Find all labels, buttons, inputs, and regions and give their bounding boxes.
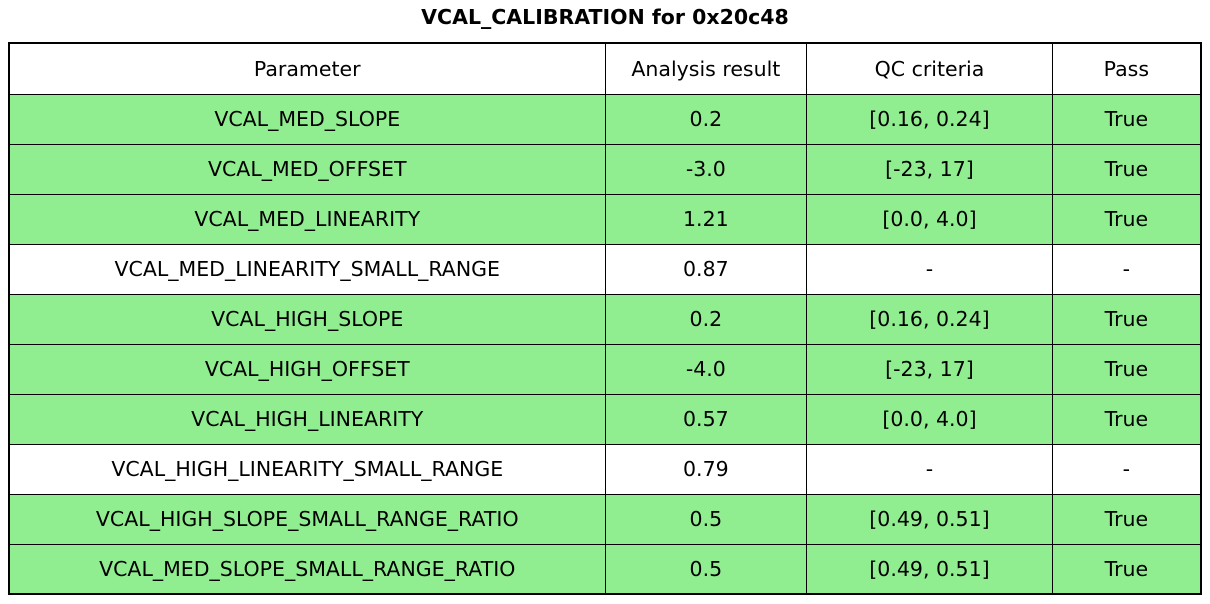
pass-cell: - (1051, 243, 1202, 295)
table-row: VCAL_HIGH_OFFSET -4.0 [-23, 17] True (8, 343, 1202, 395)
table-body: VCAL_MED_SLOPE 0.2 [0.16, 0.24] True VCAL_ME… (8, 93, 1202, 595)
qc-criteria-cell: - (806, 243, 1053, 295)
parameter-cell: VCAL_MED_SLOPE (8, 93, 606, 145)
table-row: VCAL_MED_LINEARITY_SMALL_RANGE 0.87- - (8, 243, 1202, 295)
pass-cell: True (1051, 293, 1202, 345)
pass-cell: True (1051, 393, 1202, 445)
analysis-result-cell: 0.87 (604, 243, 808, 295)
column-header-parameter: Parameter (8, 42, 606, 95)
qc-criteria-cell: [0.16, 0.24] (806, 93, 1053, 145)
column-header-qc-criteria: QC criteria (806, 42, 1053, 95)
qc-criteria-cell: [0.0, 4.0] (806, 193, 1053, 245)
qc-criteria-cell: [0.0, 4.0] (806, 393, 1053, 445)
pass-cell: True (1051, 543, 1202, 595)
parameter-cell: VCAL_MED_OFFSET (8, 143, 606, 195)
parameter-cell: VCAL_MED_SLOPE_SMALL_RANGE_RATIO (8, 543, 606, 595)
table-row: VCAL_MED_SLOPE_SMALL_RANGE_RATIO 0.5 [0.49… (8, 543, 1202, 595)
parameter-cell: VCAL_HIGH_SLOPE (8, 293, 606, 345)
table-row: VCAL_MED_LINEARITY 1.21 [0.0, 4.0] True (8, 193, 1202, 245)
analysis-result-cell: 0.79 (604, 443, 808, 495)
pass-cell: True (1051, 493, 1202, 545)
table-row: VCAL_HIGH_LINEARITY 0.57 [0.0, 4.0] True (8, 393, 1202, 445)
analysis-result-cell: 1.21 (604, 193, 808, 245)
analysis-result-cell: -3.0 (604, 143, 808, 195)
table-row: VCAL_HIGH_LINEARITY_SMALL_RANGE 0.79- - (8, 443, 1202, 495)
column-header-pass: Pass (1051, 42, 1202, 95)
parameter-cell: VCAL_MED_LINEARITY (8, 193, 606, 245)
table-row: VCAL_MED_SLOPE 0.2 [0.16, 0.24] True (8, 93, 1202, 145)
table-row: VCAL_HIGH_SLOPE 0.2 [0.16, 0.24] True (8, 293, 1202, 345)
analysis-result-cell: 0.2 (604, 93, 808, 145)
header-row: Parameter Analysis result QC criteria Pa… (8, 42, 1202, 95)
pass-cell: - (1051, 443, 1202, 495)
column-header-analysis-result: Analysis result (604, 42, 808, 95)
table-row: VCAL_MED_OFFSET -3.0 [-23, 17] True (8, 143, 1202, 195)
qc-results-table: Parameter Analysis result QC criteria Pa… (8, 42, 1202, 595)
analysis-result-cell: -4.0 (604, 343, 808, 395)
parameter-cell: VCAL_HIGH_OFFSET (8, 343, 606, 395)
analysis-result-cell: 0.5 (604, 493, 808, 545)
parameter-cell: VCAL_HIGH_LINEARITY (8, 393, 606, 445)
pass-cell: True (1051, 143, 1202, 195)
table-row: VCAL_HIGH_SLOPE_SMALL_RANGE_RATIO 0.5 [0.4… (8, 493, 1202, 545)
pass-cell: True (1051, 343, 1202, 395)
qc-criteria-cell: [0.49, 0.51] (806, 543, 1053, 595)
analysis-result-cell: 0.2 (604, 293, 808, 345)
qc-criteria-cell: [0.16, 0.24] (806, 293, 1053, 345)
pass-cell: True (1051, 193, 1202, 245)
analysis-result-cell: 0.57 (604, 393, 808, 445)
qc-criteria-cell: [0.49, 0.51] (806, 493, 1053, 545)
table-header: Parameter Analysis result QC criteria Pa… (8, 42, 1202, 95)
page-title: VCAL_CALIBRATION for 0x20c48 (421, 5, 789, 29)
parameter-cell: VCAL_MED_LINEARITY_SMALL_RANGE (8, 243, 606, 295)
pass-cell: True (1051, 93, 1202, 145)
parameter-cell: VCAL_HIGH_SLOPE_SMALL_RANGE_RATIO (8, 493, 606, 545)
analysis-result-cell: 0.5 (604, 543, 808, 595)
qc-criteria-cell: [-23, 17] (806, 143, 1053, 195)
qc-criteria-cell: - (806, 443, 1053, 495)
parameter-cell: VCAL_HIGH_LINEARITY_SMALL_RANGE (8, 443, 606, 495)
qc-criteria-cell: [-23, 17] (806, 343, 1053, 395)
